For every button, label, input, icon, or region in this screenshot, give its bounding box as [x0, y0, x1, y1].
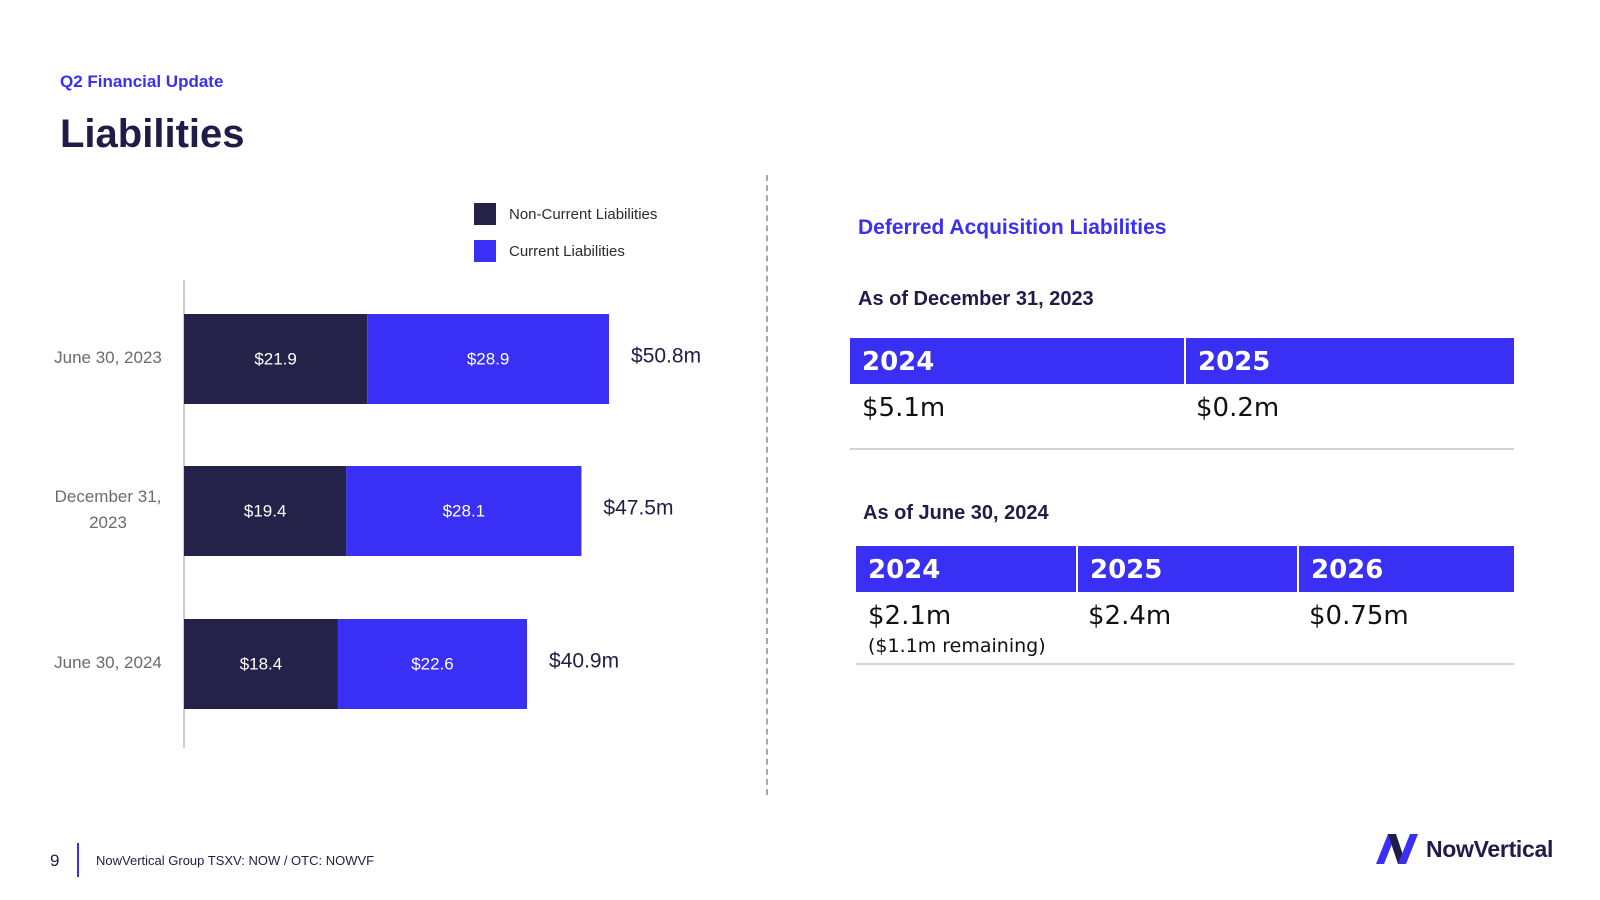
table2-header-2026: 2026: [1297, 546, 1514, 592]
bar-total-label: $47.5m: [603, 497, 673, 520]
table2-column-2026: 2026 $0.75m: [1297, 546, 1514, 663]
table2-note-2024: ($1.1m remaining): [868, 635, 1046, 657]
table1-value-2025: $0.2m: [1196, 393, 1280, 423]
bar-current: [367, 314, 610, 404]
legend-label-current: Current Liabilities: [509, 242, 625, 260]
legend-swatch-noncurrent: [474, 203, 496, 225]
bar-total-label: $40.9m: [549, 650, 619, 673]
bar-value-label: $28.9: [467, 349, 510, 368]
footer-divider: [77, 843, 79, 877]
bar-noncurrent: [184, 619, 338, 709]
table2-column-2025: 2025 $2.4m: [1076, 546, 1297, 663]
table1-value-2024: $5.1m: [862, 393, 946, 423]
bar-noncurrent: [184, 466, 347, 556]
page-title: Liabilities: [60, 112, 245, 156]
legend-item-current: Current Liabilities: [474, 239, 657, 263]
bar-value-label: $28.1: [443, 501, 486, 520]
deferred-table-jun-2024: 2024 $2.1m ($1.1m remaining) 2025 $2.4m …: [856, 546, 1514, 665]
liabilities-bar-chart: June 30, 2023 $21.9 $28.9 $50.8m December 31…: [54, 280, 701, 748]
table2-value-2024: $2.1m: [868, 601, 952, 631]
deferred-table-dec-2023: 2024 $5.1m 2025 $0.2m: [850, 338, 1514, 450]
table2-header-2025: 2025: [1076, 546, 1297, 592]
deferred-section-title: Deferred Acquisition Liabilities: [858, 216, 1167, 239]
company-logo: NowVertical: [1374, 830, 1553, 868]
section-divider: [766, 175, 768, 795]
logo-wordmark: NowVertical: [1426, 835, 1554, 862]
category-label: December 31, 2023: [55, 487, 162, 532]
table2-column-2024: 2024 $2.1m ($1.1m remaining): [856, 546, 1076, 663]
legend-label-noncurrent: Non-Current Liabilities: [509, 205, 658, 223]
bar-total-label: $50.8m: [631, 345, 701, 368]
table2-value-2026: $0.75m: [1309, 601, 1409, 631]
legend-swatch-current: [474, 240, 496, 262]
category-label: June 30, 2023: [54, 348, 162, 367]
category-label: June 30, 2024: [54, 653, 162, 672]
table1-column-2024: 2024 $5.1m: [850, 338, 1184, 448]
bar-noncurrent: [184, 314, 368, 404]
bar-value-label: $22.6: [411, 654, 454, 673]
table2-header-2024: 2024: [856, 546, 1076, 592]
bar-value-label: $18.4: [240, 654, 283, 673]
table2-asof-label: As of June 30, 2024: [863, 502, 1049, 524]
table1-header-2024: 2024: [850, 338, 1184, 384]
legend-item-noncurrent: Non-Current Liabilities: [474, 202, 657, 226]
footer-company-ticker: NowVertical Group TSXV: NOW / OTC: NOWVF: [96, 853, 375, 868]
table1-column-2025: 2025 $0.2m: [1184, 338, 1514, 448]
nv-logo-icon: [1376, 834, 1418, 864]
bar-current: [346, 466, 582, 556]
bar-current: [337, 619, 528, 709]
page-number: 9: [50, 851, 60, 870]
bar-value-label: $21.9: [254, 349, 297, 368]
chart-legend: Non-Current Liabilities Current Liabilit…: [474, 202, 657, 276]
eyebrow-label: Q2 Financial Update: [60, 72, 224, 91]
table1-header-2025: 2025: [1184, 338, 1514, 384]
table2-value-2025: $2.4m: [1088, 601, 1172, 631]
bar-value-label: $19.4: [244, 501, 287, 520]
table1-asof-label: As of December 31, 2023: [858, 288, 1094, 310]
